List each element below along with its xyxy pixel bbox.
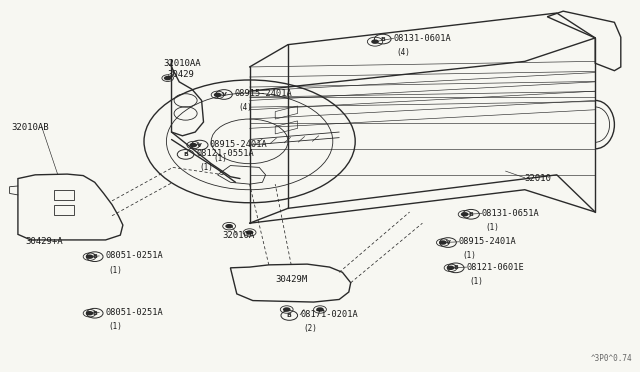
Text: 08051-0251A: 08051-0251A [106,251,163,260]
Text: 08915-2401A: 08915-2401A [235,89,292,98]
Circle shape [246,230,253,235]
Circle shape [189,143,197,147]
Text: 08051-0251A: 08051-0251A [106,308,163,317]
Text: B: B [183,152,188,157]
Text: V: V [445,240,451,245]
Text: 08915-2401A: 08915-2401A [210,140,268,149]
Text: 32010A: 32010A [223,231,255,240]
Text: 08131-0601A: 08131-0601A [394,34,451,43]
Circle shape [225,224,233,228]
Circle shape [316,307,324,312]
Text: V: V [197,142,202,148]
Text: B: B [468,212,474,217]
Text: 08121-0601E: 08121-0601E [467,263,524,272]
Text: 08121-0551A: 08121-0551A [196,149,254,158]
Text: B: B [92,311,97,316]
Text: 30429M: 30429M [275,275,307,283]
Text: 32010AB: 32010AB [12,123,49,132]
Text: 32010AA: 32010AA [163,59,201,68]
Text: B: B [92,254,97,259]
Circle shape [283,307,291,312]
Circle shape [164,76,172,80]
Text: B: B [453,265,458,270]
Text: (1): (1) [462,251,476,260]
Text: (1): (1) [485,223,499,232]
Text: B: B [380,36,385,42]
Circle shape [86,311,93,315]
Text: V: V [221,92,227,97]
Text: 30429: 30429 [168,70,195,79]
Text: (1): (1) [109,266,123,275]
Text: (1): (1) [470,277,484,286]
Text: (2): (2) [303,324,317,333]
Text: (1): (1) [213,154,227,163]
Text: 08915-2401A: 08915-2401A [459,237,516,246]
Circle shape [439,240,447,245]
Text: ^3P0^0.74: ^3P0^0.74 [591,354,632,363]
Circle shape [86,254,93,259]
Text: 30429+A: 30429+A [26,237,63,246]
Text: (4): (4) [397,48,411,57]
Text: 08171-0201A: 08171-0201A [300,310,358,319]
Circle shape [214,93,221,97]
Text: (1): (1) [200,163,214,172]
Circle shape [447,266,454,270]
Text: B: B [287,313,292,318]
Circle shape [461,212,468,217]
Text: (4): (4) [238,103,252,112]
Text: 32010: 32010 [525,174,552,183]
Text: (1): (1) [109,322,123,331]
Text: 08131-0651A: 08131-0651A [482,209,540,218]
Circle shape [371,39,379,44]
